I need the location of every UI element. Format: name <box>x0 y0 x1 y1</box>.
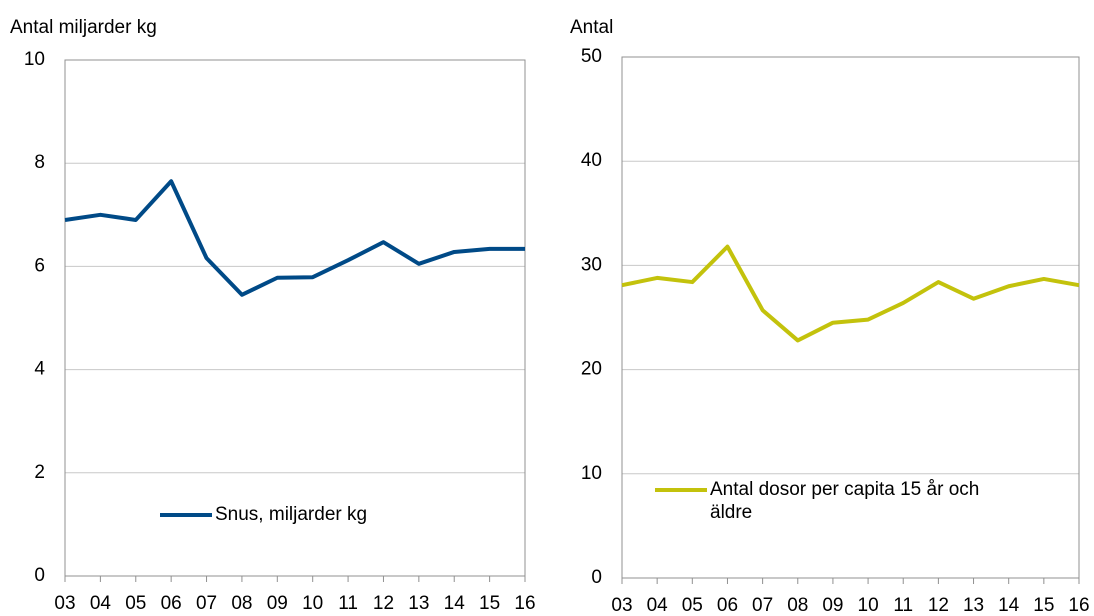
plot-frame <box>621 56 1080 579</box>
x-tick-label: 09 <box>822 595 843 616</box>
x-tick-label: 06 <box>161 593 182 614</box>
x-tick-label: 08 <box>787 595 808 616</box>
x-tick-label: 10 <box>858 595 879 616</box>
series-line <box>621 244 1080 343</box>
y-tick-label: 8 <box>34 152 45 173</box>
y-tick-label: 2 <box>34 462 45 483</box>
y-tick-label: 0 <box>34 565 45 586</box>
x-tick-label: 11 <box>893 595 913 616</box>
legend-label: Antal dosor per capita 15 år och äldre <box>710 479 980 523</box>
plot-frame <box>64 59 526 577</box>
x-tick-label: 13 <box>408 593 429 614</box>
x-tick-label: 05 <box>125 593 146 614</box>
x-tick-label: 08 <box>231 593 252 614</box>
x-tick-label: 13 <box>963 595 984 616</box>
x-tick-label: 12 <box>373 593 394 614</box>
y-tick-label: 20 <box>581 359 602 380</box>
x-tick-label: 10 <box>302 593 323 614</box>
y-axis-label: Antal <box>570 17 613 38</box>
y-tick-label: 40 <box>581 150 602 171</box>
y-tick-label: 10 <box>24 49 45 70</box>
x-tick-label: 14 <box>444 593 466 614</box>
x-tick-label: 09 <box>267 593 288 614</box>
y-tick-label: 6 <box>34 255 45 276</box>
y-tick-label: 4 <box>34 359 45 380</box>
x-tick-label: 11 <box>338 593 358 614</box>
x-tick-label: 16 <box>1068 595 1089 616</box>
series-line <box>64 179 525 297</box>
x-tick-label: 05 <box>682 595 703 616</box>
x-tick-label: 12 <box>928 595 949 616</box>
y-tick-label: 30 <box>581 254 602 275</box>
x-tick-label: 14 <box>998 595 1020 616</box>
y-tick-label: 0 <box>591 567 602 588</box>
x-tick-label: 15 <box>1033 595 1054 616</box>
x-tick-label: 15 <box>479 593 500 614</box>
x-tick-label: 07 <box>752 595 773 616</box>
x-tick-label: 07 <box>196 593 217 614</box>
y-tick-label: 50 <box>581 46 602 67</box>
x-tick-label: 16 <box>514 593 535 614</box>
legend-label: Snus, miljarder kg <box>215 504 368 525</box>
y-axis-label: Antal miljarder kg <box>10 17 157 38</box>
x-tick-label: 04 <box>90 593 112 614</box>
x-tick-label: 04 <box>647 595 669 616</box>
y-tick-label: 10 <box>581 463 602 484</box>
x-tick-label: 03 <box>611 595 632 616</box>
x-tick-label: 06 <box>717 595 738 616</box>
x-tick-label: 03 <box>54 593 75 614</box>
